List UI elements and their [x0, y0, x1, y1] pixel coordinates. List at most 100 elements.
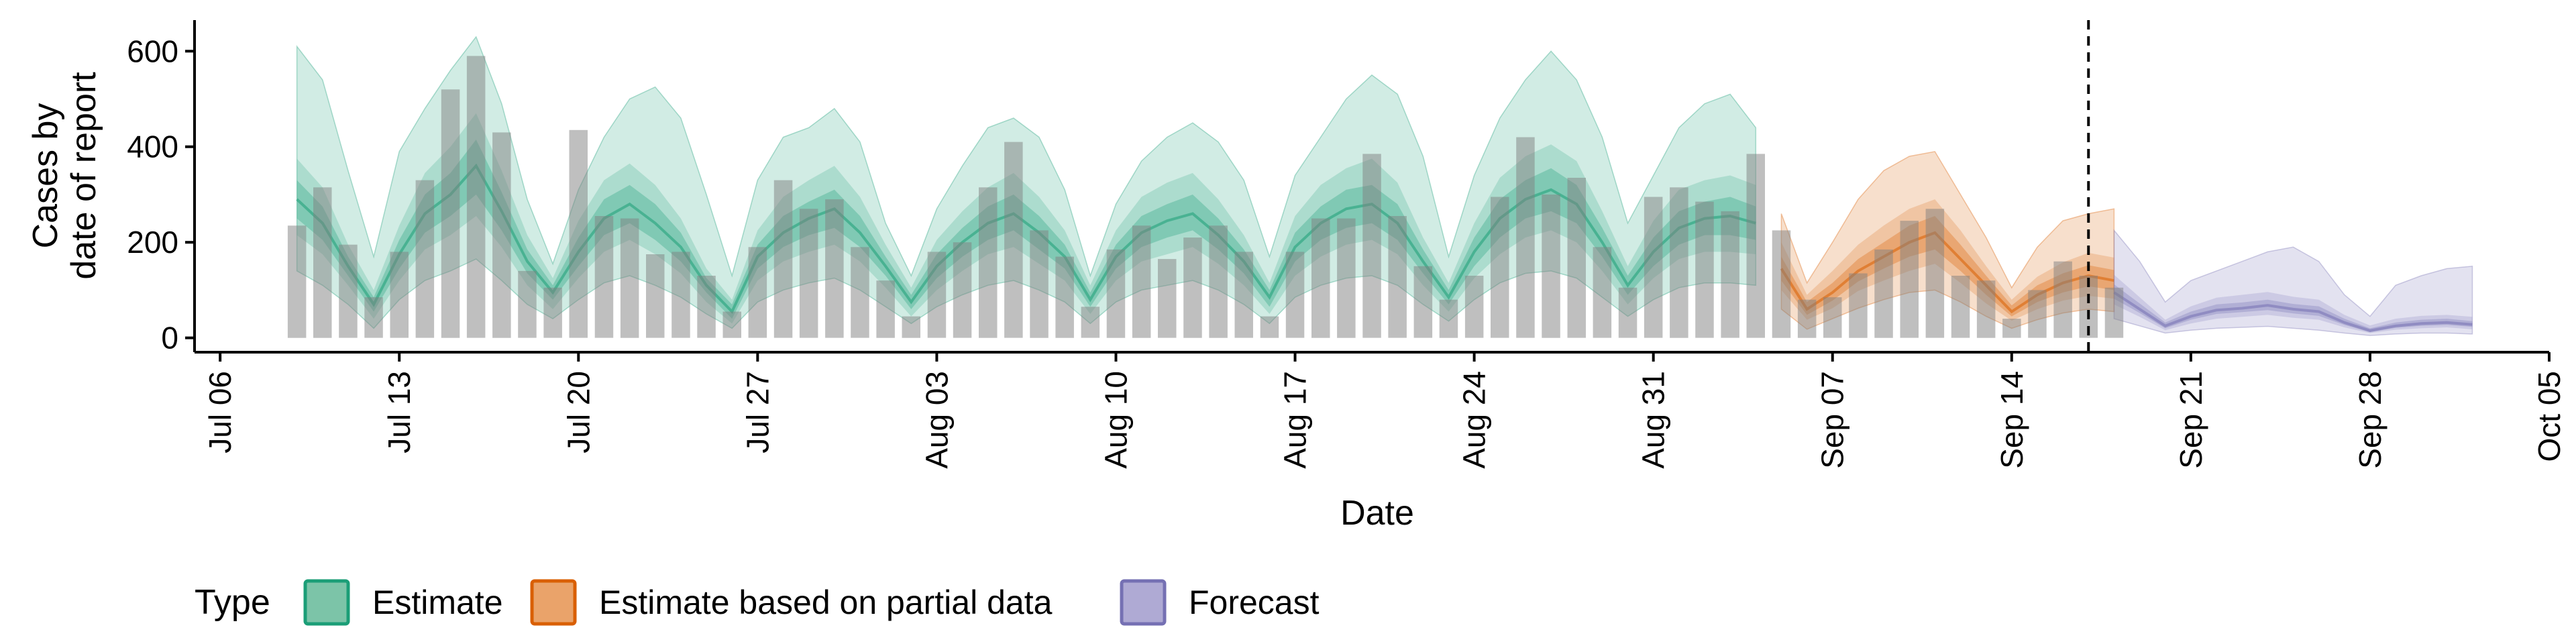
- reported-cases-bar: [876, 280, 895, 338]
- reported-cases-bar: [390, 252, 409, 338]
- reported-cases-bar: [646, 254, 665, 338]
- reported-cases-bar: [979, 187, 998, 338]
- legend-swatch: [1120, 579, 1167, 626]
- reported-cases-bar: [1721, 211, 1739, 338]
- reported-cases-bar: [1106, 249, 1126, 338]
- reported-cases-bar: [2053, 261, 2072, 338]
- reported-cases-bar: [2104, 287, 2124, 338]
- band-outer-series-0: [297, 113, 1756, 324]
- reported-cases-bar: [1618, 287, 1638, 338]
- reported-cases-bar: [1644, 197, 1663, 338]
- axes: 0 200 400 600 Jul 06 Jul 13 Jul 20 Jul 27 Aug 03…: [127, 20, 2567, 469]
- reported-cases-bar: [1388, 216, 1407, 338]
- reported-cases-bar: [1362, 154, 1381, 338]
- reported-cases-bar: [799, 209, 818, 338]
- reported-cases-bar: [1516, 137, 1535, 338]
- reported-cases-bar: [287, 225, 307, 338]
- reported-cases-bar: [1849, 273, 1868, 338]
- x-tick-label: Oct 05: [2532, 371, 2567, 462]
- reported-cases-bar: [1746, 154, 1765, 338]
- reported-cases-bar: [1593, 247, 1612, 338]
- reported-cases-bar: [1030, 230, 1049, 338]
- reported-cases-bar: [927, 252, 947, 338]
- reported-cases-bar: [1464, 276, 1484, 338]
- x-tick-label: Sep 14: [1994, 371, 2029, 469]
- reported-cases-bar: [1132, 225, 1151, 338]
- reported-cases-bar: [1081, 307, 1100, 338]
- median-line-series-2: [2113, 291, 2473, 332]
- x-tick-label: Jul 27: [740, 371, 775, 453]
- reported-cases-bar: [748, 247, 767, 338]
- reported-cases-bar: [1951, 276, 1970, 338]
- reported-cases-bar: [851, 247, 869, 338]
- x-tick-label: Aug 31: [1636, 371, 1671, 469]
- reported-cases-bar: [1925, 209, 1945, 338]
- reported-cases-bar: [1823, 297, 1842, 338]
- reported-cases-bar: [1797, 299, 1817, 338]
- reported-cases-bar: [672, 252, 690, 338]
- x-axis-title: Date: [1340, 494, 1414, 533]
- reported-cases-bar: [2028, 290, 2047, 338]
- reported-cases-bar: [697, 276, 716, 338]
- reported-cases-bar: [1439, 299, 1458, 338]
- reported-cases-bar: [1209, 225, 1228, 338]
- reported-cases-bar: [543, 287, 562, 338]
- reported-cases-bar: [773, 180, 793, 338]
- reported-cases-bar: [1004, 142, 1023, 338]
- y-tick-label: 400: [127, 129, 178, 164]
- legend-label: Estimate based on partial data: [599, 584, 1053, 621]
- reported-cases-bar: [620, 218, 639, 338]
- band-inner-series-0: [297, 140, 1756, 319]
- reported-cases-bar: [1311, 218, 1330, 338]
- reported-cases-bars: [287, 56, 2124, 338]
- legend-label: Estimate: [372, 584, 503, 621]
- reported-cases-bar: [492, 132, 511, 338]
- reported-cases-bar: [722, 311, 741, 338]
- x-tick-label: Sep 21: [2174, 371, 2208, 469]
- y-tick-label: 600: [127, 34, 178, 68]
- reported-cases-bar: [1285, 252, 1305, 338]
- legend-label: Forecast: [1189, 584, 1320, 621]
- reported-cases-bar: [1158, 259, 1177, 338]
- reported-cases-bar: [1260, 316, 1279, 338]
- reported-cases-bar: [441, 89, 460, 338]
- reported-cases-bar: [1491, 197, 1509, 338]
- reported-cases-bar: [518, 270, 537, 338]
- x-tick-label: Jul 06: [203, 371, 237, 453]
- reported-cases-bar: [953, 242, 972, 338]
- y-axis-title: Cases by date of report: [26, 72, 103, 280]
- reported-cases-bar: [339, 244, 358, 338]
- reported-cases-bar: [569, 129, 588, 338]
- reported-cases-bar: [415, 180, 435, 338]
- x-tick-label: Aug 03: [919, 371, 954, 469]
- reported-cases-bar: [1542, 195, 1560, 338]
- y-axis-title-line-2: date of report: [64, 72, 103, 280]
- band-90-series-2: [2113, 229, 2473, 336]
- x-tick-label: Jul 20: [561, 371, 596, 453]
- x-tick-label: Jul 13: [382, 371, 417, 453]
- reported-cases-bar: [1234, 252, 1253, 338]
- reported-cases-bar: [1772, 230, 1791, 338]
- x-tick-label: Aug 10: [1099, 371, 1134, 469]
- legend: Type Estimate Estimate based on partial d…: [195, 579, 1320, 626]
- reported-cases-bar: [1670, 187, 1688, 338]
- reported-cases-bar: [1337, 218, 1356, 338]
- x-tick-label: Aug 24: [1457, 371, 1492, 469]
- reported-cases-bar: [902, 316, 920, 338]
- reported-cases-bar: [466, 56, 486, 338]
- y-axis-title-line-1: Cases by: [26, 103, 65, 249]
- y-tick-label: 0: [161, 321, 178, 356]
- reported-cases-bar: [1055, 256, 1074, 338]
- median-line-series-0: [296, 163, 1756, 314]
- reported-cases-bar: [313, 187, 332, 338]
- x-tick-label: Sep 07: [1815, 371, 1850, 469]
- legend-title: Type: [195, 583, 270, 622]
- legend-swatch: [303, 579, 350, 626]
- reported-cases-bar: [2002, 319, 2021, 338]
- reported-cases-bar: [1900, 221, 1919, 338]
- y-tick-label: 200: [127, 225, 178, 260]
- reported-cases-bar: [1567, 178, 1586, 338]
- reported-cases-bar: [1183, 237, 1202, 338]
- reported-cases-bar: [825, 199, 844, 338]
